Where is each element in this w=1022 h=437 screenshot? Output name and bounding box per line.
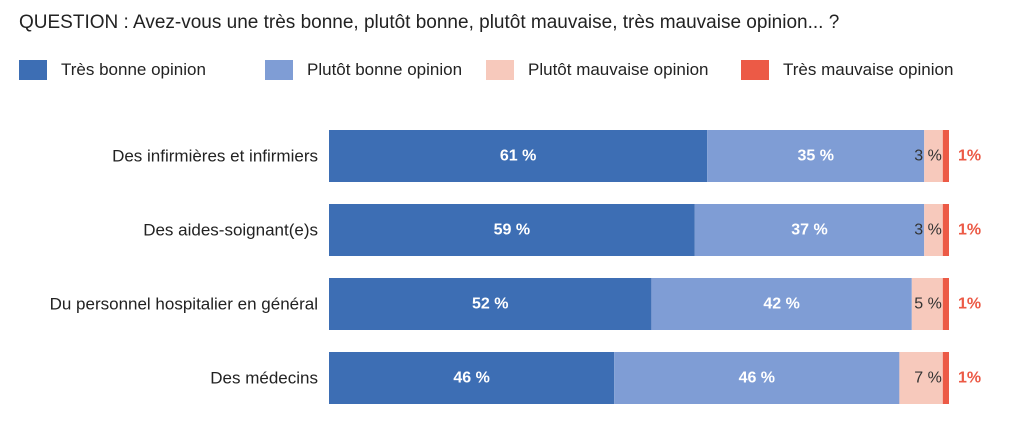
bar-segment-tres-bonne <box>329 204 695 256</box>
category-label: Des aides-soignant(e)s <box>143 221 318 240</box>
legend-item-plutot-bonne: Plutôt bonne opinion <box>265 58 462 82</box>
legend-label-plutot-bonne: Plutôt bonne opinion <box>307 60 463 79</box>
legend-item-tres-mauvaise: Très mauvaise opinion <box>741 58 953 82</box>
legend-swatch-plutot-mauvaise <box>486 60 514 80</box>
bar-segment-plutot-mauvaise <box>899 352 943 404</box>
bar-segment-tres-mauvaise <box>942 130 949 182</box>
bar-segment-plutot-bonne <box>651 278 912 330</box>
data-label-plutot-mauvaise: 3 % <box>914 148 942 165</box>
bar-segment-tres-bonne <box>329 130 708 182</box>
legend-label-tres-bonne: Très bonne opinion <box>61 60 206 79</box>
data-label-plutot-bonne: 35 % <box>797 148 833 165</box>
bar-segment-plutot-bonne <box>694 204 925 256</box>
data-label-tres-mauvaise: 1% <box>958 296 981 313</box>
legend-item-plutot-mauvaise: Plutôt mauvaise opinion <box>486 58 709 82</box>
bar-segment-plutot-bonne <box>614 352 900 404</box>
data-label-tres-bonne: 52 % <box>472 296 508 313</box>
category-label: Des médecins <box>210 369 318 388</box>
data-label-tres-mauvaise: 1% <box>958 370 981 387</box>
data-label-tres-mauvaise: 1% <box>958 148 981 165</box>
legend-swatch-plutot-bonne <box>265 60 293 80</box>
chart-question: QUESTION : Avez-vous une très bonne, plu… <box>19 12 840 33</box>
legend-item-tres-bonne: Très bonne opinion <box>19 58 206 82</box>
data-label-plutot-bonne: 37 % <box>791 222 827 239</box>
bar-segment-tres-mauvaise <box>942 278 949 330</box>
legend-swatch-tres-mauvaise <box>741 60 769 80</box>
bar-segment-tres-bonne <box>329 278 652 330</box>
data-label-tres-bonne: 46 % <box>453 370 489 387</box>
bar-segment-plutot-mauvaise <box>924 130 943 182</box>
data-label-tres-bonne: 59 % <box>494 222 530 239</box>
bar-segment-plutot-mauvaise <box>924 204 943 256</box>
data-label-plutot-mauvaise: 5 % <box>914 296 942 313</box>
data-label-plutot-bonne: 46 % <box>739 370 775 387</box>
legend-swatch-tres-bonne <box>19 60 47 80</box>
legend-label-tres-mauvaise: Très mauvaise opinion <box>783 60 954 79</box>
category-label: Des infirmières et infirmiers <box>112 147 318 166</box>
bar-segment-plutot-mauvaise <box>911 278 943 330</box>
legend-label-plutot-mauvaise: Plutôt mauvaise opinion <box>528 60 709 79</box>
bar-segment-plutot-bonne <box>707 130 925 182</box>
data-label-plutot-mauvaise: 7 % <box>914 370 942 387</box>
bar-segment-tres-mauvaise <box>942 352 949 404</box>
bar-segment-tres-bonne <box>329 352 615 404</box>
data-label-plutot-bonne: 42 % <box>763 296 799 313</box>
data-label-tres-bonne: 61 % <box>500 148 536 165</box>
bar-segment-tres-mauvaise <box>942 204 949 256</box>
data-label-tres-mauvaise: 1% <box>958 222 981 239</box>
category-label: Du personnel hospitalier en général <box>50 295 318 314</box>
data-label-plutot-mauvaise: 3 % <box>914 222 942 239</box>
